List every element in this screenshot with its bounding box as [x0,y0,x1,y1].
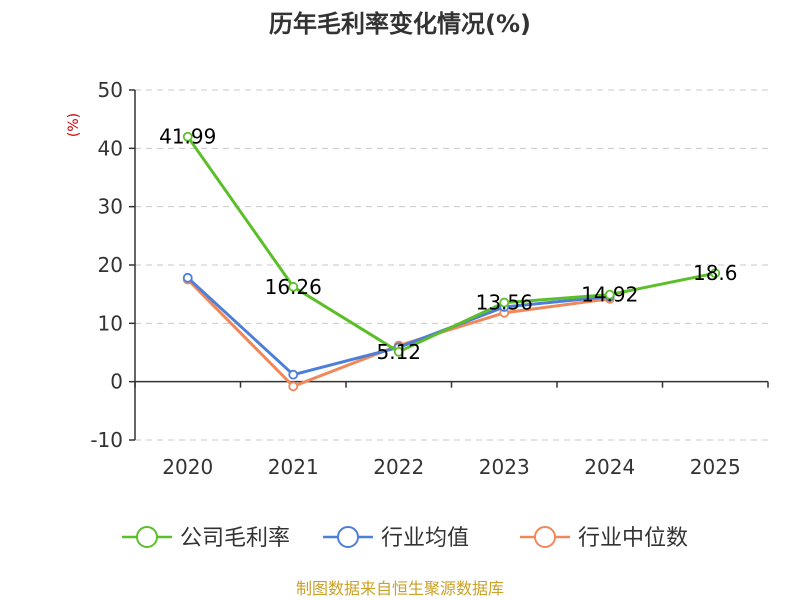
legend[interactable]: 公司毛利率 行业均值 行业中位数 [122,526,688,551]
data-label-3: 13.56 [476,291,533,315]
x-tick-label-2: 2022 [373,455,424,479]
source-note: 制图数据来自恒生聚源数据库 [296,579,504,598]
x-tick-label-3: 2023 [479,455,530,479]
x-tick-label-5: 2025 [690,455,741,479]
x-tick-label-0: 2020 [162,455,213,479]
y-tick-label-1: 0 [110,370,123,394]
data-label-5: 18.6 [693,261,738,285]
series-line-0 [186,135,716,354]
y-tick-label-6: 50 [98,78,123,102]
y-tick-label-5: 40 [98,136,123,160]
legend-item-0[interactable]: 公司毛利率 [122,526,290,551]
y-tick-label-2: 10 [98,311,123,335]
axes: -10 0 10 20 30 40 50 2020 2021 2022 2023 2024 2025 [90,78,769,479]
y-tick-label-3: 20 [98,253,123,277]
legend-label-2: 行业中位数 [578,526,688,551]
y-axis-label: (%) [66,113,82,137]
data-point-1-1 [288,369,299,380]
legend-label-0: 公司毛利率 [180,526,290,551]
legend-label-1: 行业均值 [381,526,469,551]
series-line-2 [186,278,610,388]
x-tick-label-4: 2024 [584,455,635,479]
data-point-0-3 [499,297,510,308]
legend-swatch-marker-2 [534,526,556,548]
data-label-4: 14.92 [581,283,638,307]
data-point-0-4 [604,289,615,300]
data-point-0-0 [182,131,193,142]
data-point-1-0 [182,272,193,283]
legend-swatch-marker-0 [136,526,158,548]
chart-title: 历年毛利率变化情况(%) [269,10,531,38]
data-label-1: 16.26 [265,275,322,299]
data-point-2-1 [288,381,299,392]
legend-swatch-marker-1 [337,526,359,548]
x-tick-label-1: 2021 [268,455,319,479]
data-label-0: 41.99 [159,125,216,149]
series-lines [182,131,721,392]
legend-item-1[interactable]: 行业均值 [323,526,469,551]
data-point-0-5 [710,268,721,279]
y-tick-label-0: -10 [90,428,123,452]
legend-item-2[interactable]: 行业中位数 [520,526,688,551]
data-point-0-1 [288,281,299,292]
data-point-0-2 [393,346,404,357]
data-labels: 41.99 16.26 5.12 13.56 14.92 18.6 [159,125,737,364]
y-tick-label-4: 30 [98,195,123,219]
data-label-2: 5.12 [376,340,421,364]
